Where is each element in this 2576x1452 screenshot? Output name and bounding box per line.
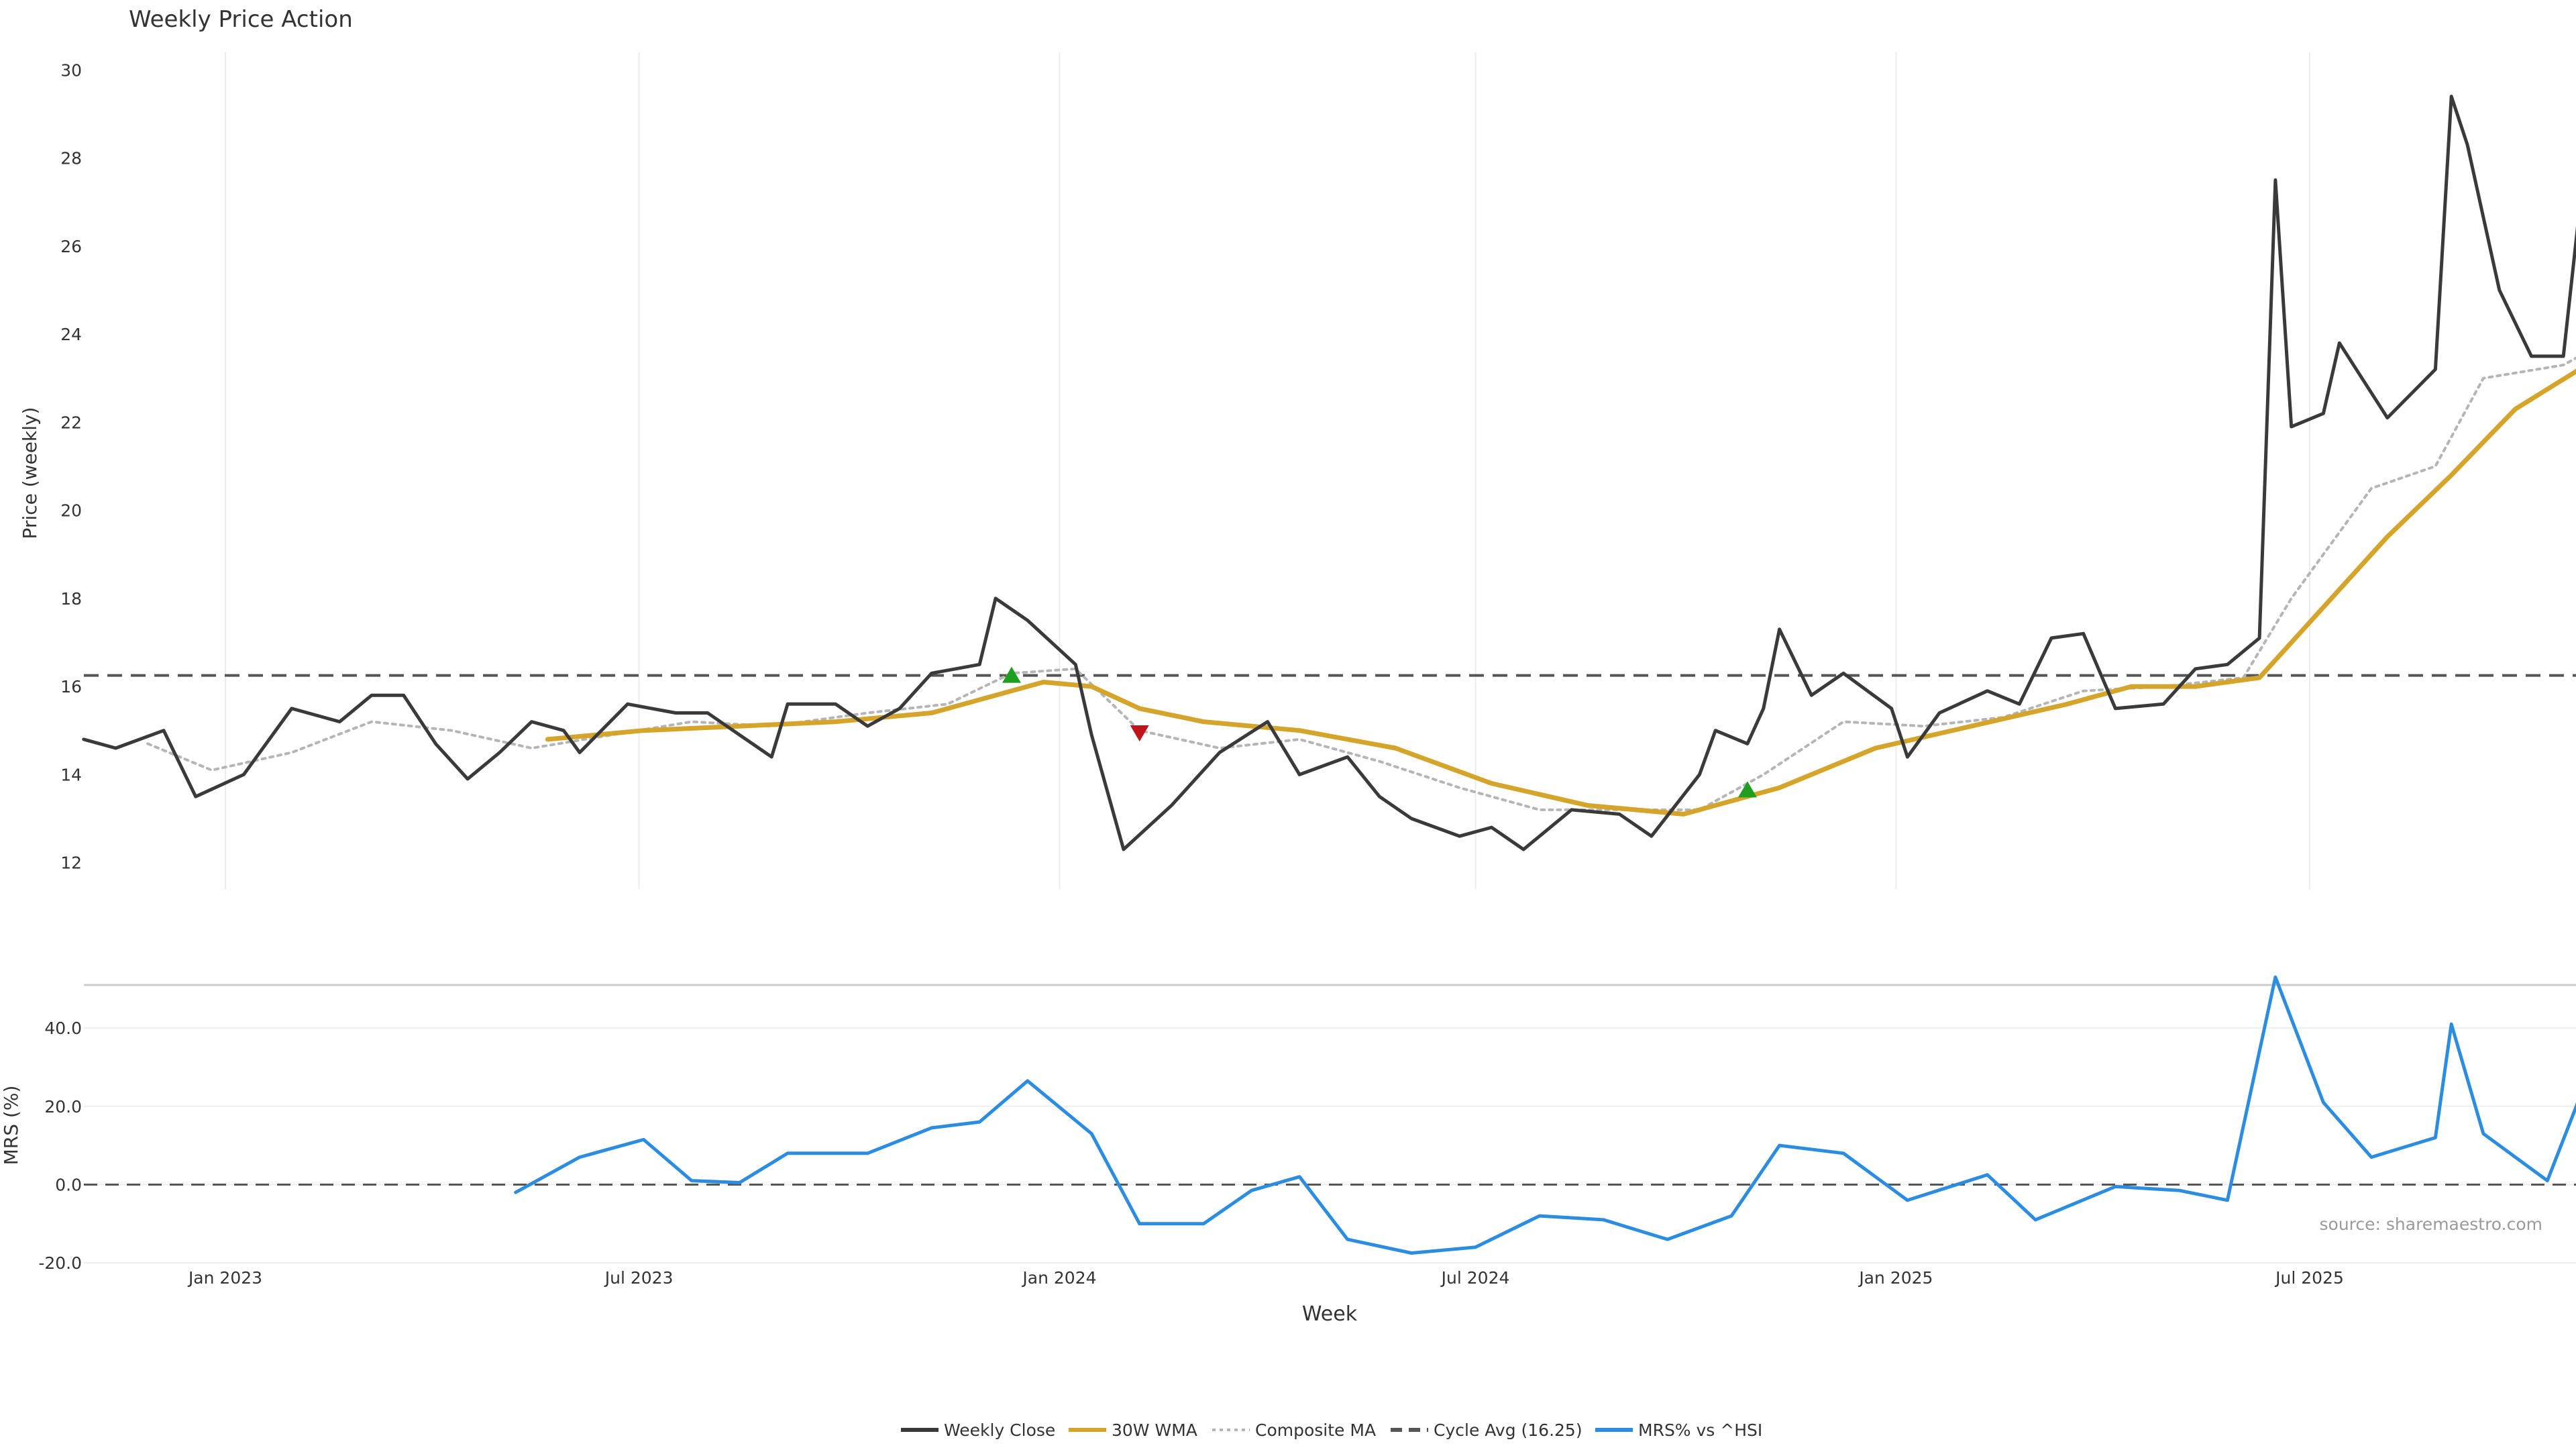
legend-label: Composite MA — [1255, 1420, 1376, 1440]
price-y-tick-label: 18 — [60, 589, 82, 609]
legend-label: Cycle Avg (16.25) — [1434, 1420, 1582, 1440]
mrs-y-tick-label: 0.0 — [55, 1175, 82, 1194]
mrs-y-tick-label: -20.0 — [38, 1253, 82, 1273]
weekly-close-line — [82, 95, 2576, 851]
mrs-line — [514, 975, 2576, 1255]
x-tick-label: Jan 2024 — [1021, 1268, 1096, 1288]
chart-title: Weekly Price Action — [129, 6, 353, 33]
price-y-tick-label: 24 — [60, 325, 82, 344]
x-tick-label: Jan 2025 — [1858, 1268, 1933, 1288]
buy-signal-marker — [1002, 666, 1021, 683]
mrs-y-tick-label: 20.0 — [44, 1097, 82, 1117]
grid-layer — [84, 52, 2576, 1264]
x-tick-label: Jan 2023 — [187, 1268, 262, 1288]
source-annotation: source: sharemaestro.com — [2320, 1214, 2543, 1234]
reference-lines — [84, 674, 2576, 1186]
buy-signal-marker — [1737, 781, 1757, 798]
x-tick-label: Jul 2024 — [1440, 1268, 1510, 1288]
price-y-tick-label: 12 — [60, 853, 82, 873]
wma-30w-line — [545, 368, 2576, 817]
legend-label: Weekly Close — [944, 1420, 1055, 1440]
legend-label: MRS% vs ^HSI — [1638, 1420, 1762, 1440]
signal-markers — [1002, 666, 1757, 798]
price-y-tick-label: 30 — [60, 60, 82, 80]
x-tick-label: Jul 2025 — [2274, 1268, 2344, 1288]
sell-signal-marker — [1130, 725, 1149, 742]
legend: Weekly Close 30W WMA Composite MA Cycle Avg… — [901, 1420, 1762, 1440]
mrs-axis-label: MRS (%) — [0, 1086, 22, 1165]
price-y-tick-label: 28 — [60, 149, 82, 168]
x-tick-label: Jul 2023 — [604, 1268, 674, 1288]
legend-label: 30W WMA — [1112, 1420, 1197, 1440]
series-layer — [82, 95, 2576, 1255]
axis-layer: Jan 2023 Jul 2023 Jan 2024 Jul 2024 Jan 2025… — [38, 60, 2344, 1288]
price-y-tick-label: 22 — [60, 413, 82, 432]
price-y-tick-label: 16 — [60, 677, 82, 696]
x-axis-label: Week — [1302, 1302, 1358, 1326]
price-axis-label: Price (weekly) — [19, 407, 41, 539]
composite-ma-line — [146, 356, 2576, 811]
mrs-y-tick-label: 40.0 — [44, 1019, 82, 1038]
price-y-tick-label: 26 — [60, 237, 82, 256]
price-y-tick-label: 14 — [60, 765, 82, 784]
price-y-tick-label: 20 — [60, 501, 82, 521]
